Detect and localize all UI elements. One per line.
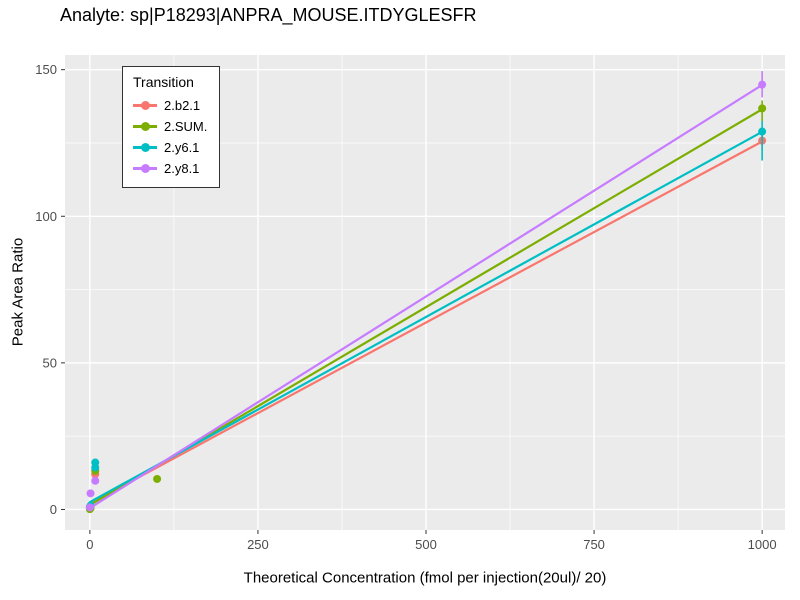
data-point bbox=[153, 474, 162, 483]
x-tick-label: 250 bbox=[247, 537, 269, 552]
legend-item-label: 2.b2.1 bbox=[164, 98, 201, 113]
legend-title: Transition bbox=[133, 74, 194, 90]
legend-key-icon bbox=[133, 140, 157, 156]
legend-items: 2.b2.1 2.SUM. 2.y6.1 2.y8.1 bbox=[133, 95, 207, 179]
y-tick-label: 100 bbox=[35, 209, 57, 224]
legend-key-icon bbox=[133, 98, 157, 114]
x-tick-label: 0 bbox=[86, 537, 93, 552]
x-tick-label: 750 bbox=[583, 537, 605, 552]
legend-item-2-y6-1: 2.y6.1 bbox=[133, 137, 207, 158]
data-point bbox=[758, 127, 767, 136]
chart-title: Analyte: sp|P18293|ANPRA_MOUSE.ITDYGLESF… bbox=[60, 5, 477, 25]
x-tick-label: 1000 bbox=[748, 537, 777, 552]
regression-line bbox=[88, 130, 764, 504]
legend-item-2-sum: 2.SUM. bbox=[133, 116, 207, 137]
legend-item-label: 2.y8.1 bbox=[164, 161, 200, 176]
data-point bbox=[91, 476, 100, 485]
data-point bbox=[86, 489, 95, 498]
series-2-y8-1 bbox=[85, 71, 767, 512]
data-point bbox=[758, 80, 767, 89]
legend-item-2-b2-1: 2.b2.1 bbox=[133, 95, 207, 116]
legend-item-label: 2.SUM. bbox=[164, 119, 208, 134]
regression-line bbox=[88, 140, 764, 505]
data-point bbox=[91, 463, 100, 472]
y-tick-label: 50 bbox=[43, 355, 57, 370]
axis-ticks: 0 250 500 750 1000 0 50 100 150 bbox=[35, 62, 776, 552]
data-point bbox=[758, 104, 767, 113]
x-axis-label: Theoretical Concentration (fmol per inje… bbox=[243, 569, 607, 587]
legend-item-2-y8-1: 2.y8.1 bbox=[133, 158, 207, 179]
y-tick-label: 150 bbox=[35, 62, 57, 77]
legend-key-icon bbox=[133, 161, 157, 177]
x-tick-label: 500 bbox=[415, 537, 437, 552]
y-axis-label: Peak Area Ratio bbox=[9, 237, 27, 347]
regression-line bbox=[88, 83, 764, 510]
y-tick-label: 0 bbox=[50, 502, 57, 517]
data-point bbox=[85, 503, 94, 512]
legend: Transition 2.b2.1 2.SUM. 2.y6.1 2.y8.1 bbox=[122, 66, 221, 188]
legend-key-icon bbox=[133, 119, 157, 135]
regression-line bbox=[88, 108, 764, 507]
legend-item-label: 2.y6.1 bbox=[164, 140, 200, 155]
